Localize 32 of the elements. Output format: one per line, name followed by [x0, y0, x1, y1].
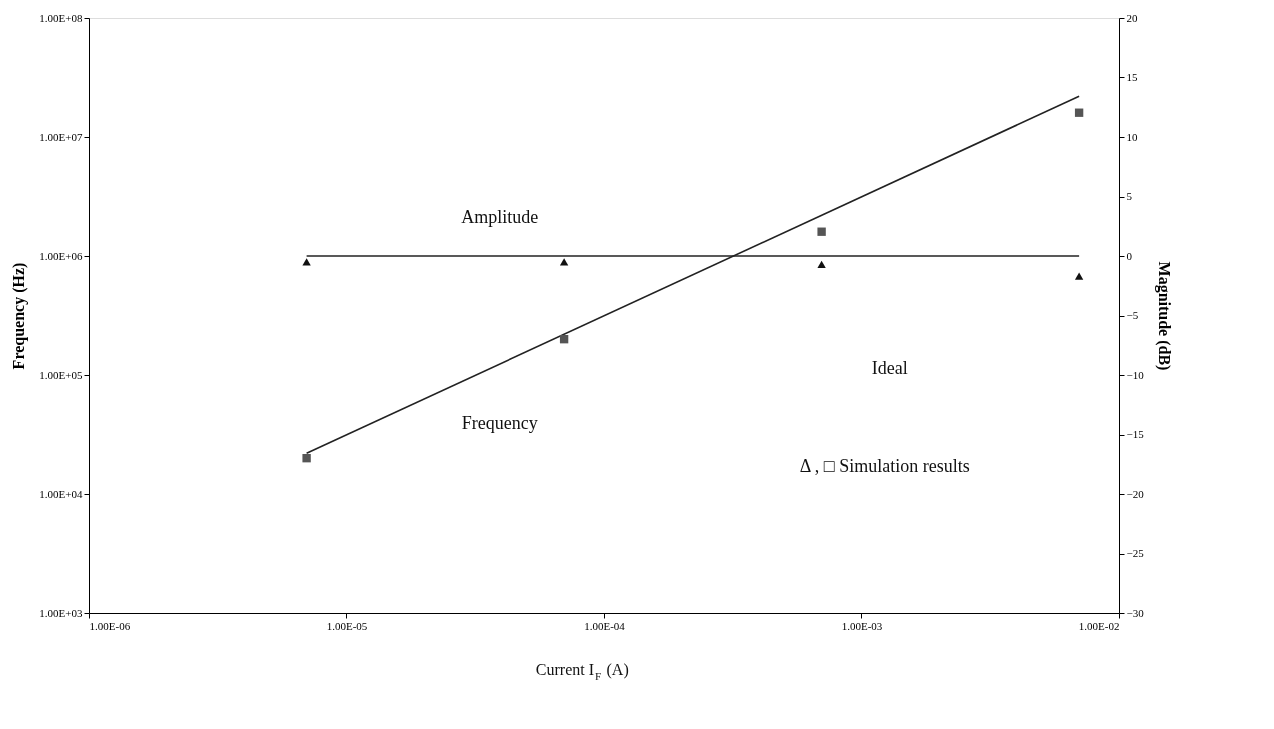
x-tick-label: 1.00E-02 [1078, 619, 1120, 632]
annotation: Ideal [871, 358, 908, 379]
y-tick-label: 1.00E+08 [39, 11, 83, 24]
x-tick-label: 1.00E-04 [584, 619, 626, 632]
y2-tick-label: −30 [1126, 606, 1145, 619]
point [559, 334, 569, 344]
y2-tick-label: 5 [1126, 190, 1133, 202]
y-axis-title: Frequency (Hz) [10, 262, 29, 370]
y-tick-label: 1.00E+06 [39, 249, 83, 262]
y-tick-label: 1.00E+05 [39, 368, 83, 381]
y2-tick-label: −15 [1126, 428, 1145, 440]
y2-tick-label: −25 [1126, 547, 1145, 559]
y2-tick-label: 0 [1126, 249, 1133, 262]
point [302, 453, 311, 463]
annotation: Δ , □ Simulation results [799, 456, 970, 477]
y2-tick-label: 15 [1126, 71, 1138, 83]
y-tick-label: 1.00E+07 [39, 130, 83, 143]
y2-tick-label: 10 [1126, 130, 1138, 143]
point [1074, 108, 1084, 117]
y2-tick-label: −20 [1126, 487, 1145, 500]
y2-axis-title: Magnitude (dB) [1154, 261, 1173, 371]
y2-tick-label: −5 [1126, 309, 1139, 321]
point [817, 227, 826, 236]
y2-tick-label: −10 [1126, 368, 1145, 381]
series-label: Frequency [461, 413, 538, 433]
y-tick-label: 1.00E+03 [39, 606, 83, 619]
series-label: Amplitude [461, 207, 539, 227]
x-tick-label: 1.00E-06 [89, 619, 131, 632]
y2-tick-label: 20 [1126, 11, 1138, 24]
x-tick-label: 1.00E-03 [841, 619, 883, 632]
x-tick-label: 1.00E-05 [326, 619, 368, 632]
y-tick-label: 1.00E+04 [39, 487, 83, 500]
